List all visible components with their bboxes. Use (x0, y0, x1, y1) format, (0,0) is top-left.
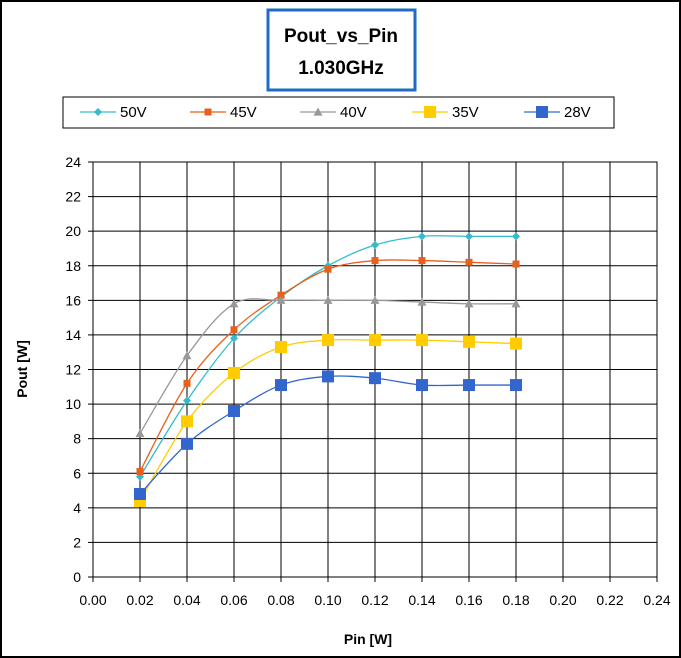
y-tick-label: 10 (65, 396, 81, 412)
data-point-40v (135, 428, 145, 438)
data-point-40v (323, 295, 333, 304)
x-tick-label: 0.10 (314, 592, 341, 608)
y-tick-label: 4 (73, 500, 81, 516)
data-point-35v (416, 334, 428, 347)
x-tick-label: 0.00 (79, 592, 106, 608)
x-tick-label: 0.22 (596, 592, 623, 608)
series-line-40v (139, 298, 517, 434)
data-point-35v (181, 415, 193, 428)
legend-label-40v: 40V (340, 104, 367, 121)
data-point-40v (182, 351, 192, 360)
data-point-45v (136, 468, 144, 476)
legend-marker-40v (313, 107, 323, 116)
data-point-45v (324, 265, 332, 273)
legend-marker-45v (204, 108, 212, 116)
data-point-50v (418, 232, 426, 241)
y-tick-label: 2 (73, 534, 81, 550)
x-tick-label: 0.12 (361, 592, 388, 608)
legend-marker-50v (94, 108, 102, 116)
y-tick-label: 22 (65, 189, 81, 205)
legend-item-45v: 45V (190, 104, 257, 121)
data-point-45v (183, 379, 191, 387)
data-point-50v (465, 232, 473, 241)
data-point-35v (510, 337, 522, 350)
data-point-45v (418, 257, 426, 265)
data-point-40v (276, 295, 286, 304)
legend-item-40v: 40V (300, 104, 367, 121)
data-point-28v (510, 379, 522, 392)
data-point-28v (181, 437, 193, 450)
legend-marker-35v (424, 106, 436, 118)
data-point-28v (322, 370, 334, 383)
data-point-40v (511, 299, 521, 308)
data-point-50v (183, 396, 191, 405)
legend-label-28v: 28V (564, 104, 591, 121)
data-point-45v (277, 291, 285, 299)
y-tick-label: 20 (65, 223, 81, 239)
data-point-40v (229, 299, 239, 308)
legend-item-35v: 35V (412, 104, 479, 121)
plot-area: 0.00 0.02 0.04 0.06 0.08 0.10 0.12 0.14 0.16 0.18… (65, 154, 670, 608)
data-point-35v (369, 334, 381, 347)
y-tick-label: 0 (73, 569, 81, 585)
x-tick-label: 0.08 (267, 592, 294, 608)
x-tick-label: 0.24 (643, 592, 670, 608)
legend-item-50v: 50V (80, 104, 147, 121)
data-point-50v (230, 334, 238, 343)
x-tick-label: 0.14 (408, 592, 435, 608)
legend-items: 50V 45V 40V 35V 28V (80, 104, 591, 121)
data-point-50v (512, 232, 520, 241)
data-point-45v (465, 258, 473, 266)
data-point-40v (417, 297, 427, 306)
legend-marker-28v (536, 106, 548, 118)
x-tick-label: 0.06 (220, 592, 247, 608)
x-tick-label: 0.18 (502, 592, 529, 608)
y-tick-label: 6 (73, 465, 81, 481)
data-point-35v (275, 341, 287, 354)
legend-label-35v: 35V (452, 104, 479, 121)
data-point-28v (463, 379, 475, 392)
y-tick-label: 16 (65, 292, 81, 308)
data-point-45v (230, 326, 238, 334)
data-point-45v (512, 260, 520, 268)
y-tick-label: 14 (65, 327, 81, 343)
data-point-28v (228, 405, 240, 417)
title-box (266, 8, 417, 92)
data-point-28v (369, 372, 381, 385)
chart-title-line-2: 1.030GHz (298, 58, 384, 79)
y-tick-label: 8 (73, 431, 81, 447)
data-point-45v (371, 257, 379, 265)
data-point-40v (464, 299, 474, 308)
y-tick-label: 12 (65, 362, 81, 378)
chart-title-line-1: Pout_vs_Pin (284, 26, 398, 47)
x-axis-title: Pin [W] (344, 631, 392, 647)
legend (62, 96, 615, 129)
legend-item-28v: 28V (524, 104, 591, 121)
data-point-28v (416, 379, 428, 392)
data-point-35v (322, 334, 334, 347)
data-point-50v (371, 241, 379, 249)
data-point-35v (228, 366, 240, 379)
data-point-28v (275, 379, 287, 392)
x-tick-label: 0.02 (126, 592, 153, 608)
x-tick-label: 0.16 (455, 592, 482, 608)
x-tick-label: 0.20 (549, 592, 576, 608)
y-tick-label: 24 (65, 154, 81, 170)
data-point-28v (134, 488, 146, 500)
legend-label-50v: 50V (120, 104, 147, 121)
y-tick-label: 18 (65, 258, 81, 274)
x-tick-label: 0.04 (173, 592, 200, 608)
legend-label-45v: 45V (230, 104, 257, 121)
data-point-35v (463, 335, 475, 348)
y-axis-title: Pout [W] (14, 340, 30, 398)
data-point-40v (370, 295, 380, 304)
